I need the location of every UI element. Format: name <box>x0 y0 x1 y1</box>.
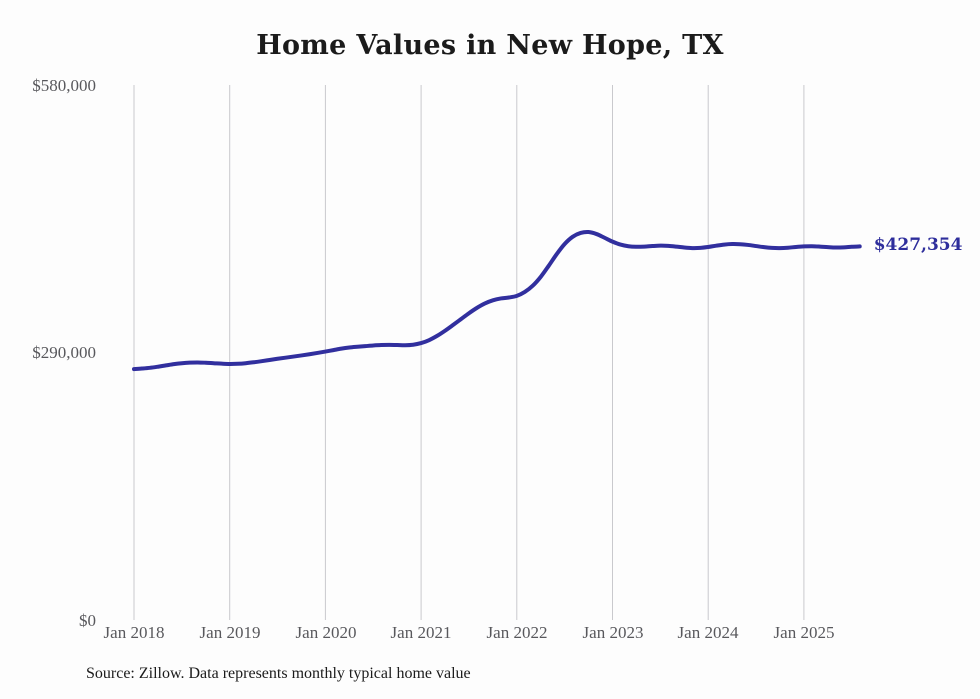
x-axis-tick-label-jan-2024: Jan 2024 <box>677 623 739 642</box>
x-axis-tick-label-jan-2023: Jan 2023 <box>582 623 644 642</box>
end-value-label: $427,354 <box>873 235 963 256</box>
x-axis-tick-label-jan-2022: Jan 2022 <box>486 623 548 642</box>
y-axis-tick-label-mid: $290,000 <box>32 343 96 362</box>
x-axis-tick-label-jan-2021: Jan 2021 <box>390 623 452 642</box>
source-note: Source: Zillow. Data represents monthly … <box>86 665 471 682</box>
x-axis-tick-label-jan-2018: Jan 2018 <box>103 623 165 642</box>
y-axis-tick-label-top: $580,000 <box>32 76 96 95</box>
x-axis-tick-label-jan-2019: Jan 2019 <box>199 623 261 642</box>
y-axis-tick-label-bottom: $0 <box>79 611 96 630</box>
home-value-line <box>132 229 862 372</box>
x-axis-tick-label-jan-2025: Jan 2025 <box>773 623 835 642</box>
x-axis-tick-label-jan-2020: Jan 2020 <box>295 623 357 642</box>
chart-title: Home Values in New Hope, TX <box>256 30 724 61</box>
